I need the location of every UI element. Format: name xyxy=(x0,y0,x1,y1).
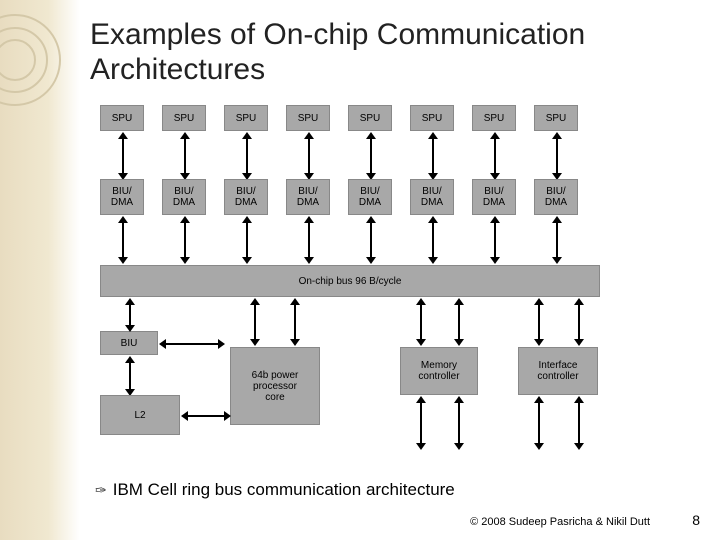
arrow-if-down xyxy=(578,401,580,445)
bullet-icon: ✑ xyxy=(95,482,107,499)
biu-dma-block: BIU/DMA xyxy=(286,179,330,215)
arrow-biu-bus xyxy=(308,221,310,259)
arrow-bus-mem xyxy=(458,303,460,341)
arrow-spu-biu xyxy=(432,137,434,175)
spu-block: SPU xyxy=(472,105,516,131)
bullet-item: ✑ IBM Cell ring bus communication archit… xyxy=(95,480,455,500)
biu-dma-block: BIU/DMA xyxy=(100,179,144,215)
memory-controller-block: Memorycontroller xyxy=(400,347,478,395)
arrow-biu-bus xyxy=(494,221,496,259)
arrow-biu-bus xyxy=(556,221,558,259)
interface-controller-block: Interfacecontroller xyxy=(518,347,598,395)
spu-block: SPU xyxy=(286,105,330,131)
processor-core-block: 64b powerprocessorcore xyxy=(230,347,320,425)
slide-title: Examples of On-chip Communication Archit… xyxy=(90,18,700,87)
biu-dma-block: BIU/DMA xyxy=(162,179,206,215)
copyright-text: © 2008 Sudeep Pasricha & Nikil Dutt xyxy=(470,516,650,528)
arrow-biu-bus xyxy=(122,221,124,259)
arrow-biu-bus xyxy=(370,221,372,259)
biu-dma-block: BIU/DMA xyxy=(224,179,268,215)
ring-decoration xyxy=(0,0,80,200)
spu-block: SPU xyxy=(410,105,454,131)
arrow-biu2-l2 xyxy=(129,361,131,391)
architecture-diagram: SPU BIU/DMA SPU BIU/DMA SPU BIU/DMA SPU BIU/DMA… xyxy=(100,105,660,475)
arrow-bus-core xyxy=(254,303,256,341)
spu-block: SPU xyxy=(100,105,144,131)
arrow-bus-core xyxy=(294,303,296,341)
on-chip-bus: On-chip bus 96 B/cycle xyxy=(100,265,600,297)
arrow-bus-if xyxy=(538,303,540,341)
arrow-biu-bus xyxy=(246,221,248,259)
arrow-mem-down xyxy=(420,401,422,445)
arrow-mem-down xyxy=(458,401,460,445)
arrow-biu-bus xyxy=(184,221,186,259)
biu-dma-block: BIU/DMA xyxy=(348,179,392,215)
spu-block: SPU xyxy=(162,105,206,131)
biu-dma-block: BIU/DMA xyxy=(472,179,516,215)
arrow-spu-biu xyxy=(184,137,186,175)
arrow-spu-biu xyxy=(370,137,372,175)
spu-block: SPU xyxy=(534,105,578,131)
l2-cache-block: L2 xyxy=(100,395,180,435)
arrow-biu2-core xyxy=(164,343,220,345)
biu-dma-block: BIU/DMA xyxy=(410,179,454,215)
spu-block: SPU xyxy=(224,105,268,131)
arrow-spu-biu xyxy=(308,137,310,175)
arrow-spu-biu xyxy=(494,137,496,175)
page-number: 8 xyxy=(692,512,700,528)
arrow-spu-biu xyxy=(122,137,124,175)
arrow-bus-biu2 xyxy=(129,303,131,327)
bullet-text: IBM Cell ring bus communication architec… xyxy=(113,480,455,500)
arrow-bus-mem xyxy=(420,303,422,341)
arrow-biu-bus xyxy=(432,221,434,259)
arrow-spu-biu xyxy=(246,137,248,175)
slide-content: Examples of On-chip Communication Archit… xyxy=(90,18,700,475)
biu-block: BIU xyxy=(100,331,158,355)
spu-block: SPU xyxy=(348,105,392,131)
arrow-if-down xyxy=(538,401,540,445)
arrow-bus-if xyxy=(578,303,580,341)
biu-dma-block: BIU/DMA xyxy=(534,179,578,215)
slide-left-decoration xyxy=(0,0,80,540)
arrow-l2-core xyxy=(186,415,226,417)
arrow-spu-biu xyxy=(556,137,558,175)
